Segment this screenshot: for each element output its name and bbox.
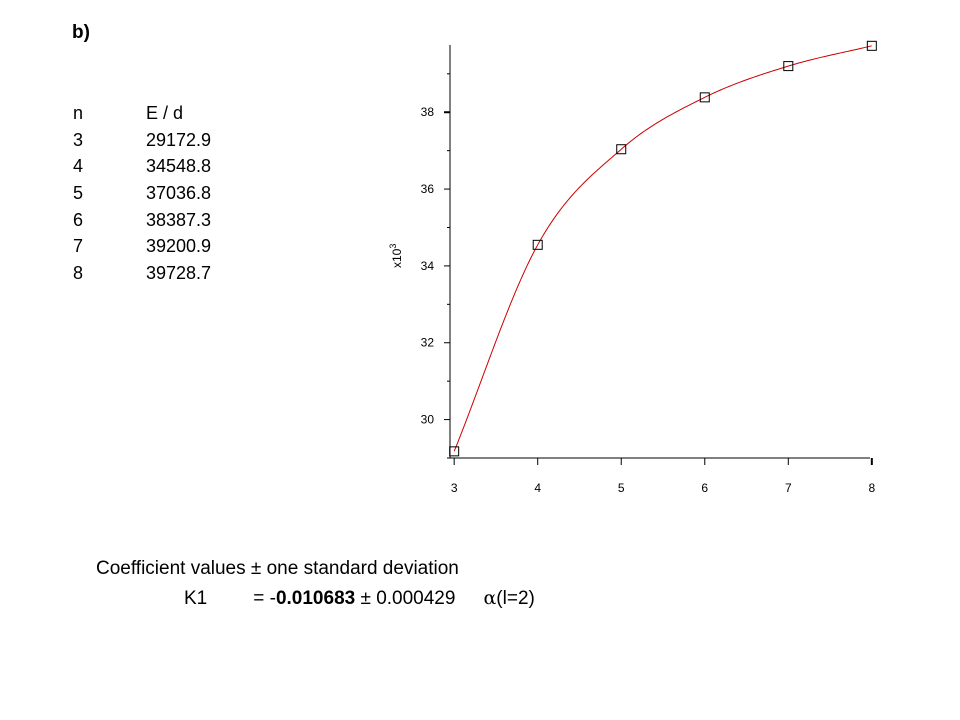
cell-n: 8 bbox=[73, 263, 84, 284]
x-tick-label: 7 bbox=[785, 481, 792, 495]
coefficient-tag: (l=2) bbox=[496, 588, 535, 609]
y-tick-label: 34 bbox=[421, 259, 435, 273]
table-header-row: n E / d bbox=[73, 103, 211, 130]
y-multiplier-label: x103 bbox=[388, 244, 404, 268]
table-row: 7 39200.9 bbox=[73, 236, 211, 263]
cell-n: 3 bbox=[73, 129, 84, 150]
data-point bbox=[699, 92, 710, 103]
data-point bbox=[783, 61, 794, 72]
data-point bbox=[532, 239, 543, 250]
data-markers bbox=[449, 40, 877, 457]
data-table: n E / d 3 29172.9 4 34548.8 5 37036.8 6 3838… bbox=[73, 103, 211, 290]
cell-energy: 38387.3 bbox=[146, 209, 212, 230]
coefficient-name: K1 bbox=[184, 588, 208, 609]
cell-energy: 39200.9 bbox=[146, 236, 212, 257]
fit-curve bbox=[453, 45, 872, 452]
cell-energy: 37036.8 bbox=[146, 183, 212, 204]
coefficient-equals: = - bbox=[253, 588, 276, 609]
x-tick-label: 8 bbox=[868, 481, 875, 495]
cell-n: 7 bbox=[73, 236, 84, 257]
table-row: 6 38387.3 bbox=[73, 210, 211, 237]
coefficient-header: Coefficient values ± one standard deviat… bbox=[96, 558, 459, 579]
header-n: n bbox=[73, 103, 84, 123]
header-energy: E / d bbox=[146, 103, 184, 123]
x-tick-label: 5 bbox=[618, 481, 625, 495]
panel-label: b) bbox=[72, 22, 90, 43]
data-point bbox=[449, 446, 460, 457]
table-row: 3 29172.9 bbox=[73, 130, 211, 157]
y-tick-label: 32 bbox=[421, 336, 435, 350]
data-point bbox=[616, 144, 627, 155]
chart-axes bbox=[444, 45, 873, 465]
y-tick-label: 36 bbox=[421, 182, 435, 196]
y-tick-label: 38 bbox=[421, 105, 435, 119]
cell-energy: 39728.7 bbox=[146, 263, 212, 284]
cell-n: 5 bbox=[73, 183, 84, 204]
coefficient-line: K1 = -0.010683 ± 0.000429 α(l=2) bbox=[184, 587, 535, 610]
cell-n: 4 bbox=[73, 156, 84, 177]
table-row: 5 37036.8 bbox=[73, 183, 211, 210]
cell-energy: 29172.9 bbox=[146, 129, 212, 150]
cell-energy: 34548.8 bbox=[146, 156, 212, 177]
y-tick-label: 30 bbox=[421, 413, 435, 427]
cell-n: 6 bbox=[73, 209, 84, 230]
x-tick-label: 3 bbox=[451, 481, 458, 495]
x-tick-label: 4 bbox=[534, 481, 541, 495]
coefficient-stddev: ± 0.000429 bbox=[360, 588, 456, 609]
alpha-symbol: α bbox=[483, 587, 497, 609]
x-tick-label: 6 bbox=[701, 481, 708, 495]
coefficient-value: 0.010683 bbox=[275, 588, 356, 609]
table-row: 4 34548.8 bbox=[73, 156, 211, 183]
table-row: 8 39728.7 bbox=[73, 263, 211, 290]
data-point bbox=[866, 40, 877, 51]
